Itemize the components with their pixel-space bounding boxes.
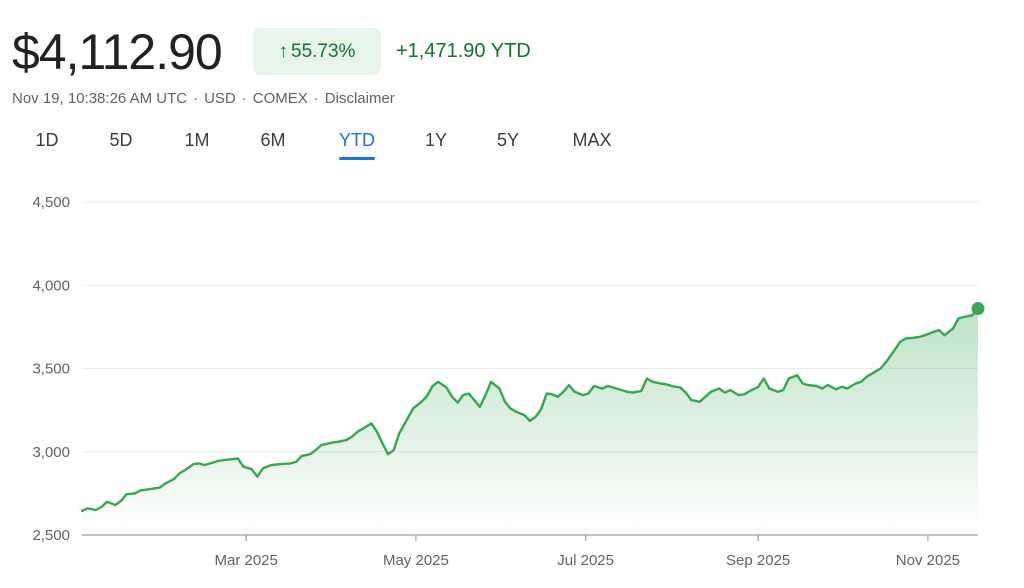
x-tick-label: Sep 2025: [726, 552, 790, 569]
change-absolute: +1,471.90 YTD: [396, 40, 531, 62]
arrow-up-icon: ↑: [278, 40, 289, 62]
y-tick-label: 3,500: [32, 361, 70, 378]
y-tick-label: 2,500: [32, 527, 70, 544]
range-tabs: 1D 5D 1M 6M YTD 1Y 5Y MAX: [0, 126, 700, 162]
tab-1m[interactable]: 1M: [184, 130, 210, 150]
tab-max[interactable]: MAX: [572, 130, 612, 150]
tab-6m[interactable]: 6M: [260, 130, 286, 150]
change-percent: 55.73%: [291, 40, 356, 62]
currency: USD: [204, 90, 236, 107]
y-axis-labels: 4,500 4,000 3,500 3,000 2,500: [32, 194, 70, 544]
tab-1d[interactable]: 1D: [35, 130, 59, 150]
exchange: COMEX: [252, 90, 308, 107]
tab-ytd[interactable]: YTD: [339, 126, 375, 160]
y-tick-label: 4,000: [32, 277, 70, 294]
change-percent-badge: ↑ 55.73%: [253, 28, 381, 75]
y-tick-label: 4,500: [32, 194, 70, 211]
tab-5y[interactable]: 5Y: [496, 130, 520, 150]
disclaimer-link[interactable]: Disclaimer: [324, 90, 395, 107]
x-tick-label: Mar 2025: [214, 552, 277, 569]
timestamp: Nov 19, 10:38:26 AM UTC: [12, 90, 188, 107]
price-line: [80, 307, 980, 513]
meta-separator: ·: [313, 90, 319, 107]
quote-meta: Nov 19, 10:38:26 AM UTC · USD · COMEX · Discla…: [12, 89, 395, 109]
x-tick-label: Jul 2025: [557, 552, 614, 569]
x-tick-label: Nov 2025: [896, 552, 960, 569]
x-tick-label: May 2025: [383, 552, 449, 569]
x-axis: Mar 2025 May 2025 Jul 2025 Sep 2025 Nov 2025: [214, 535, 960, 569]
tab-1y[interactable]: 1Y: [424, 130, 448, 150]
y-tick-label: 3,000: [32, 444, 70, 461]
meta-separator: ·: [241, 90, 247, 107]
tab-5d[interactable]: 5D: [109, 130, 133, 150]
current-price: $4,112.90: [12, 24, 223, 80]
meta-separator: ·: [193, 90, 199, 107]
last-price-marker: [971, 302, 985, 316]
